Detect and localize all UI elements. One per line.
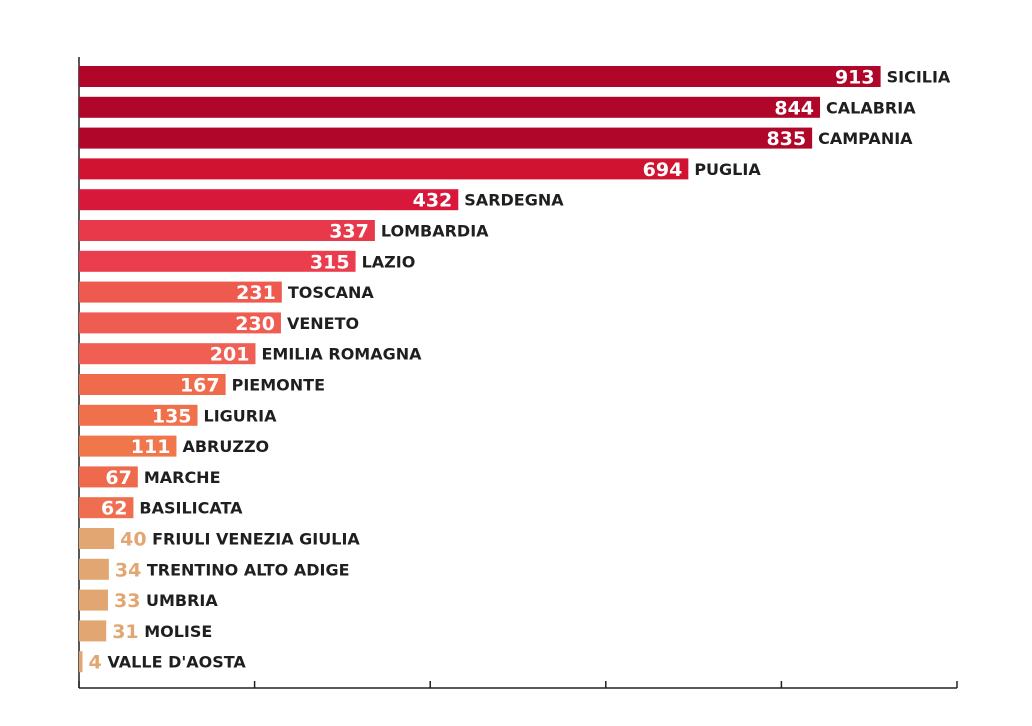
bar [79, 404, 198, 426]
bar [79, 589, 108, 611]
bar [79, 528, 115, 549]
bar-value-label: 913 [835, 67, 875, 89]
bar-category-label: VALLE D'AOSTA [108, 653, 247, 672]
bar-group: 34 TRENTINO ALTO ADIGE [79, 558, 350, 581]
bar-value-label: 40 [120, 529, 146, 551]
bar-value-label: 33 [114, 590, 140, 612]
bar [79, 466, 138, 488]
bar-value-label: 231 [236, 282, 276, 304]
bar [79, 96, 821, 118]
bar-category-label: FRIULI VENEZIA GIULIA [152, 530, 360, 549]
bar-value-label: 230 [235, 313, 275, 335]
bar-value-label: 432 [413, 190, 453, 212]
bar-value-label: 135 [152, 405, 192, 427]
bar [79, 281, 282, 303]
bar-group: 33 UMBRIA [79, 589, 218, 612]
bar-group: 135 LIGURIA [79, 404, 278, 427]
bar-value-label: 4 [89, 652, 102, 674]
bar-value-label: 34 [115, 559, 141, 581]
bar-value-label: 201 [210, 344, 250, 366]
bar [79, 651, 83, 673]
bar-group: 230 VENETO [79, 312, 359, 335]
bar-category-label: UMBRIA [146, 591, 218, 610]
bar-value-label: 315 [310, 251, 350, 273]
bar-group: 111 ABRUZZO [79, 435, 269, 458]
bar-value-label: 167 [180, 375, 220, 397]
bar-group: 315 LAZIO [79, 250, 416, 273]
bar-category-label: MOLISE [144, 622, 212, 641]
bar-category-label: ABRUZZO [182, 437, 269, 456]
bar [79, 66, 881, 87]
bar-group: 67 MARCHE [79, 466, 221, 489]
bar-group: 913 SICILIA [79, 66, 951, 89]
bar [79, 220, 375, 241]
bar [79, 558, 109, 580]
bar-group: 167 PIEMONTE [79, 374, 325, 397]
bar [79, 374, 226, 395]
bar [79, 312, 281, 334]
bar [79, 497, 134, 519]
bar-value-label: 111 [131, 436, 171, 458]
bar-group: 231 TOSCANA [79, 281, 375, 304]
bar [79, 158, 689, 180]
bar-value-label: 67 [105, 467, 131, 489]
bar-category-label: CALABRIA [826, 98, 916, 117]
bar-category-label: LOMBARDIA [381, 222, 489, 241]
bar-group: 40 FRIULI VENEZIA GIULIA [79, 528, 360, 551]
bar-value-label: 844 [774, 97, 814, 119]
bar-group: 4 VALLE D'AOSTA [79, 651, 246, 674]
bar-category-label: PIEMONTE [232, 376, 325, 395]
bar-category-label: SICILIA [887, 68, 951, 87]
bar-category-label: TRENTINO ALTO ADIGE [147, 560, 350, 579]
bar-category-label: MARCHE [144, 468, 221, 487]
bar [79, 250, 356, 272]
bar-category-label: PUGLIA [694, 160, 761, 179]
bar-category-label: TOSCANA [288, 283, 375, 302]
bar-category-label: CAMPANIA [818, 129, 913, 148]
bar-group: 62 BASILICATA [79, 497, 243, 520]
bar-value-label: 835 [766, 128, 806, 150]
bar-category-label: BASILICATA [139, 499, 243, 518]
bar [79, 620, 107, 642]
bar [79, 435, 177, 457]
bar-group: 337 LOMBARDIA [79, 220, 489, 243]
bar-category-label: EMILIA ROMAGNA [261, 345, 422, 364]
bar-group: 844 CALABRIA [79, 96, 916, 119]
bar [79, 189, 459, 211]
bar-category-label: SARDEGNA [464, 191, 564, 210]
bar-value-label: 337 [329, 221, 369, 243]
bar-group: 432 SARDEGNA [79, 189, 564, 212]
bar-group: 835 CAMPANIA [79, 127, 913, 150]
bar [79, 343, 256, 365]
bar [79, 127, 813, 149]
bar-value-label: 62 [101, 498, 127, 520]
bar-value-label: 694 [643, 159, 683, 181]
bar-group: 201 EMILIA ROMAGNA [79, 343, 422, 366]
bar-group: 694 PUGLIA [79, 158, 761, 181]
bar-category-label: VENETO [287, 314, 359, 333]
bar-value-label: 31 [112, 621, 138, 643]
bar-category-label: LIGURIA [204, 406, 278, 425]
bar-group: 31 MOLISE [79, 620, 212, 643]
bar-category-label: LAZIO [362, 252, 416, 271]
